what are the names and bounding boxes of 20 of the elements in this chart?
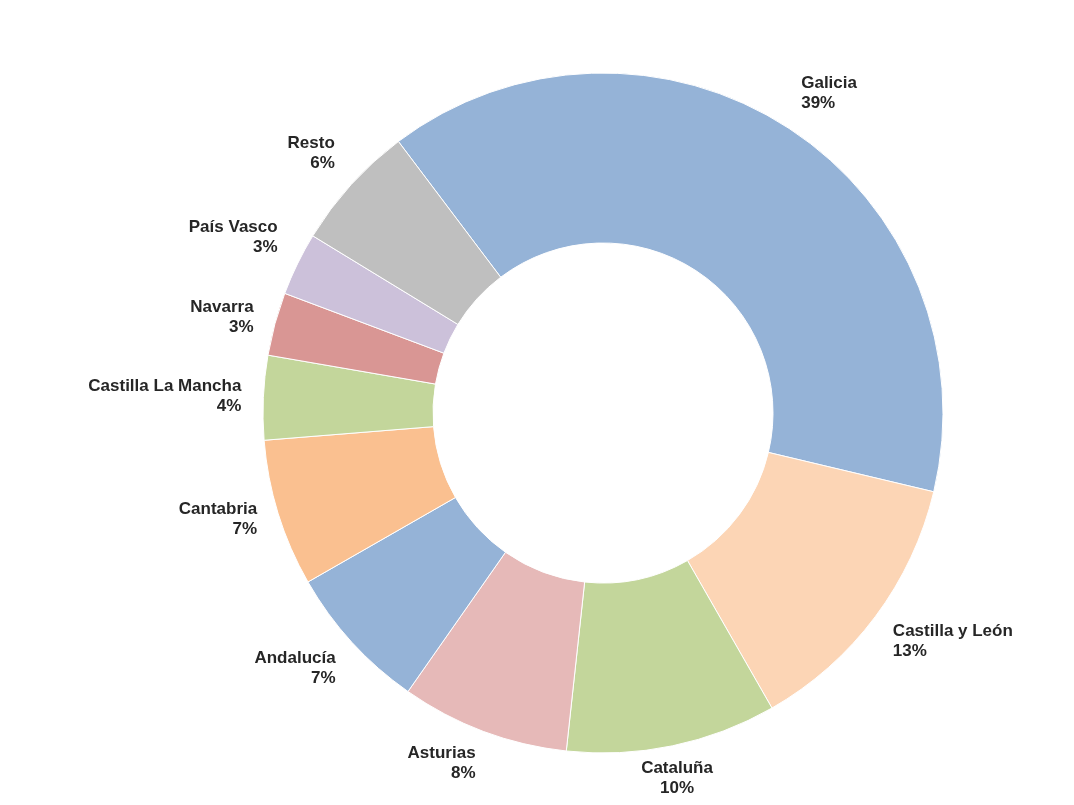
data-label: 10%: [660, 778, 695, 798]
slice-label: Asturias: [407, 742, 476, 762]
slice-label: Resto: [287, 132, 335, 152]
data-label: 6%: [310, 152, 335, 172]
slice-label: Galicia: [801, 73, 858, 93]
slice-label: Castilla La Mancha: [88, 375, 242, 395]
data-label: 13%: [892, 640, 927, 660]
slice-label: Navarra: [190, 297, 255, 317]
slice-label: Castilla y León: [892, 620, 1013, 640]
data-label: 8%: [451, 762, 476, 782]
data-label: 7%: [311, 668, 336, 688]
data-label: 4%: [216, 395, 242, 415]
data-label: 39%: [801, 93, 836, 113]
data-label: 3%: [229, 317, 254, 337]
data-label: 7%: [232, 519, 258, 539]
slice-label: Cataluña: [641, 758, 714, 778]
data-label: 3%: [253, 237, 278, 257]
slice-label: País Vasco: [188, 217, 278, 237]
slice-label: Cantabria: [178, 499, 258, 519]
slice-label: Andalucía: [254, 648, 337, 668]
